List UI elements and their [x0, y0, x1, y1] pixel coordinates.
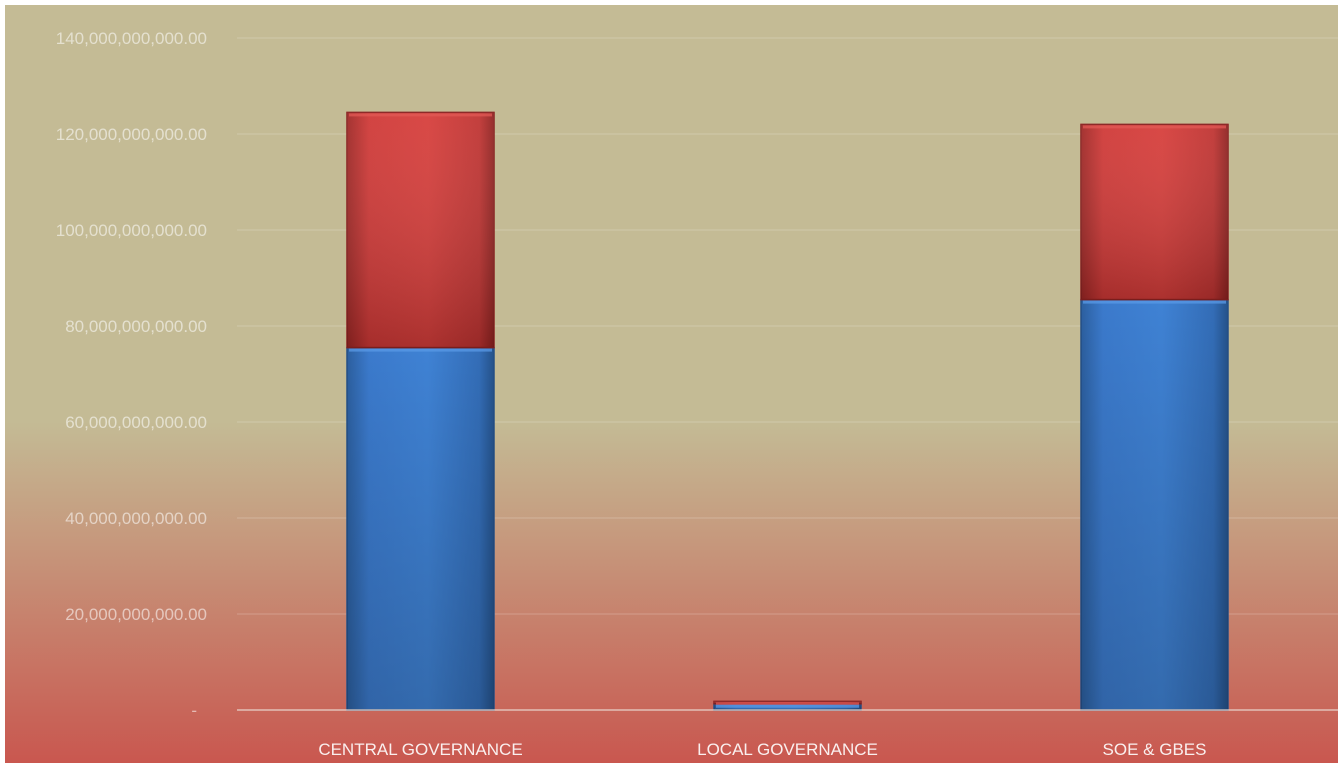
- y-tick-label: 120,000,000,000.00: [56, 125, 207, 144]
- bar-segment: [1080, 123, 1229, 301]
- x-category-label: CENTRAL GOVERNANCE: [318, 740, 522, 759]
- x-category-label: LOCAL GOVERNANCE: [697, 740, 878, 759]
- y-tick-label: 100,000,000,000.00: [56, 221, 207, 240]
- chart-area: - 20,000,000,000.00 40,000,000,000.00 60,00…: [5, 5, 1338, 763]
- x-axis: CENTRAL GOVERNANCE LOCAL GOVERNANCE SOE & …: [318, 740, 1206, 759]
- stacked-bar-chart: - 20,000,000,000.00 40,000,000,000.00 60,00…: [5, 5, 1338, 763]
- y-tick-label: 80,000,000,000.00: [65, 317, 207, 336]
- y-tick-label: 40,000,000,000.00: [65, 509, 207, 528]
- y-tick-label: 140,000,000,000.00: [56, 29, 207, 48]
- bar-segment: [346, 111, 495, 349]
- y-tick-label: 60,000,000,000.00: [65, 413, 207, 432]
- y-tick-label: 20,000,000,000.00: [65, 605, 207, 624]
- bar-segment: [713, 700, 862, 705]
- bars: [346, 111, 1229, 711]
- x-category-label: SOE & GBES: [1103, 740, 1207, 759]
- bar-segment: [346, 346, 495, 711]
- y-tick-label: -: [191, 701, 197, 720]
- y-axis: - 20,000,000,000.00 40,000,000,000.00 60,00…: [56, 29, 207, 720]
- bar-segment: [1080, 298, 1229, 711]
